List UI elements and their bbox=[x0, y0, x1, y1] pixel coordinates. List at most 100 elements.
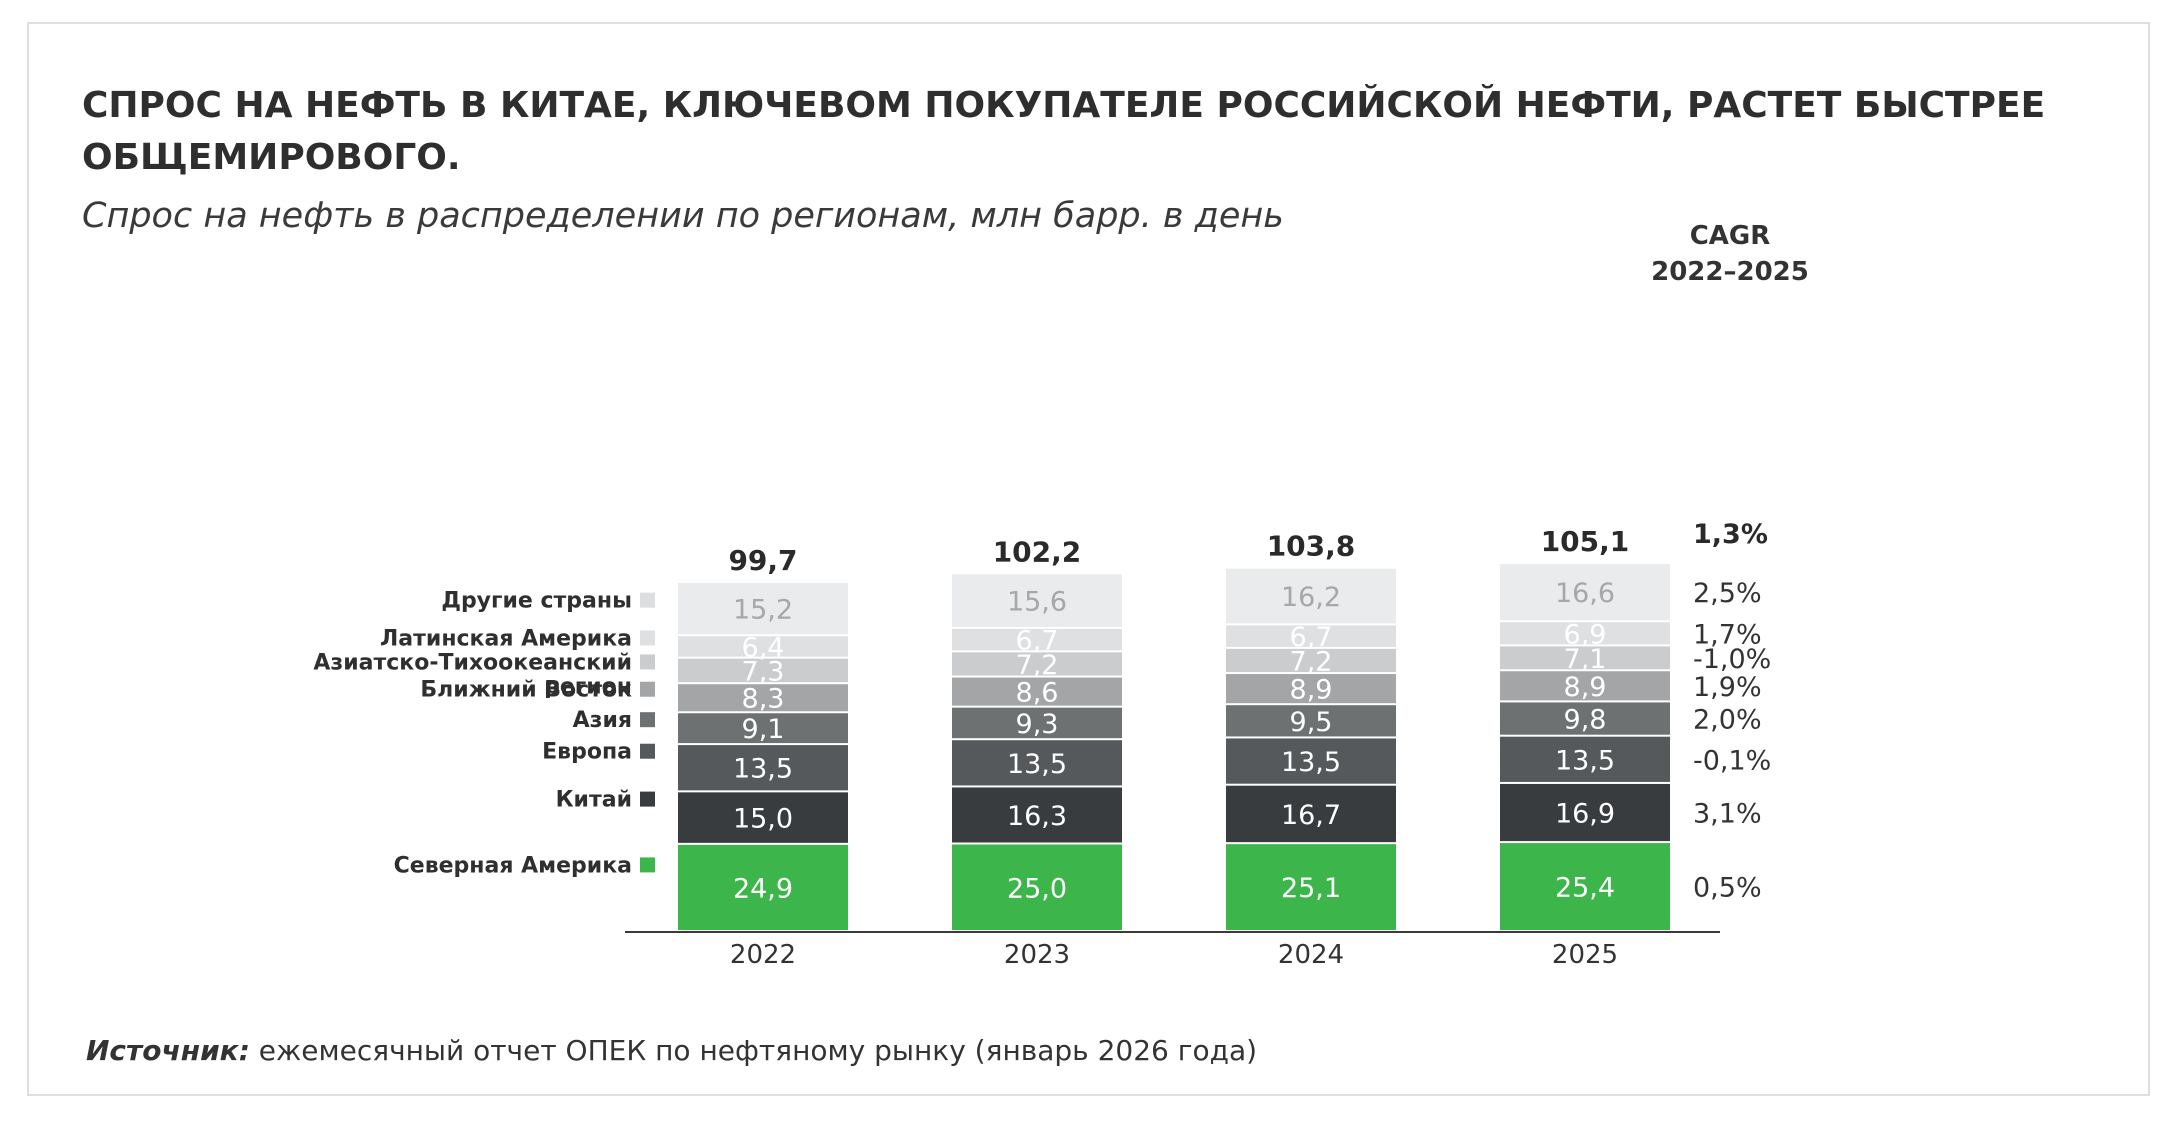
category-marker bbox=[640, 791, 655, 807]
cagr-value: 3,1% bbox=[1693, 799, 1762, 830]
data-label: 15,0 bbox=[733, 804, 793, 835]
category-label: Азия bbox=[573, 708, 632, 733]
category-label: регион bbox=[544, 674, 632, 699]
category-label: Другие страны bbox=[441, 589, 632, 614]
category-marker bbox=[640, 681, 655, 697]
category-marker bbox=[640, 743, 655, 759]
data-label: 16,3 bbox=[1007, 801, 1067, 832]
x-tick-label: 2022 bbox=[730, 940, 796, 970]
category-label: Азиатско-Тихоокеанский bbox=[313, 650, 632, 675]
data-label: 8,9 bbox=[1290, 675, 1333, 706]
data-label: 9,5 bbox=[1290, 707, 1333, 738]
cagr-value: 1,7% bbox=[1693, 619, 1762, 650]
category-marker bbox=[640, 630, 655, 646]
bar-segment-2024-4 bbox=[1226, 705, 1396, 737]
category-label: Ближний Восток bbox=[420, 678, 632, 703]
bar-segment-2025-2 bbox=[1500, 783, 1670, 842]
bar-segment-2023-4 bbox=[952, 707, 1122, 739]
source-text: ежемесячный отчет ОПЕК по нефтяному рынк… bbox=[258, 1034, 1258, 1067]
bar-segment-2022-2 bbox=[678, 792, 848, 843]
data-label: 13,5 bbox=[733, 754, 793, 785]
bar-segment-2024-1 bbox=[1226, 844, 1396, 930]
bar-segment-2025-6 bbox=[1500, 646, 1670, 670]
data-label: 8,3 bbox=[742, 684, 785, 715]
data-label: 6,7 bbox=[1016, 626, 1059, 657]
data-label: 8,6 bbox=[1016, 678, 1059, 709]
bar-segment-2022-6 bbox=[678, 658, 848, 683]
data-label: 6,9 bbox=[1564, 619, 1607, 650]
bar-segment-2022-3 bbox=[678, 745, 848, 791]
bar-segment-2023-8 bbox=[952, 574, 1122, 627]
data-label: 9,3 bbox=[1016, 709, 1059, 740]
cagr-value: 1,9% bbox=[1693, 672, 1762, 703]
source-note: Источник: ежемесячный отчет ОПЕК по нефт… bbox=[86, 1034, 1257, 1067]
bar-segment-2025-5 bbox=[1500, 671, 1670, 701]
bar-segment-2024-5 bbox=[1226, 674, 1396, 704]
category-marker bbox=[640, 712, 655, 728]
cagr-value: 0,5% bbox=[1693, 873, 1762, 904]
category-marker bbox=[640, 654, 655, 670]
bar-total-label: 103,8 bbox=[1267, 530, 1356, 563]
bar-total-label: 99,7 bbox=[728, 544, 797, 577]
cagr-value: 2,0% bbox=[1693, 705, 1762, 736]
bar-segment-2023-3 bbox=[952, 740, 1122, 786]
category-marker bbox=[640, 592, 655, 608]
bar-segment-2024-3 bbox=[1226, 738, 1396, 784]
bar-segment-2025-1 bbox=[1500, 843, 1670, 930]
data-label: 25,1 bbox=[1281, 873, 1341, 904]
data-label: 16,7 bbox=[1281, 800, 1341, 831]
cagr-header-label: CAGR bbox=[1689, 221, 1771, 251]
data-label: 25,0 bbox=[1007, 873, 1067, 904]
chart-subtitle: Спрос на нефть в распределении по регион… bbox=[82, 196, 1284, 236]
data-label: 6,4 bbox=[742, 632, 785, 663]
data-label: 15,6 bbox=[1007, 587, 1067, 618]
data-label: 13,5 bbox=[1555, 745, 1615, 776]
category-label: Северная Америка bbox=[394, 853, 632, 878]
category-label: Европа bbox=[542, 740, 632, 765]
category-label: Китай bbox=[556, 788, 632, 813]
data-label: 8,9 bbox=[1564, 672, 1607, 703]
bar-segment-2022-8 bbox=[678, 583, 848, 635]
cagr-header-period: 2022–2025 bbox=[1651, 257, 1809, 287]
data-label: 16,9 bbox=[1555, 799, 1615, 830]
data-label: 25,4 bbox=[1555, 873, 1615, 904]
data-label: 9,8 bbox=[1564, 705, 1607, 736]
data-label: 16,6 bbox=[1555, 578, 1615, 609]
data-label: 6,7 bbox=[1290, 622, 1333, 653]
bar-segment-2024-8 bbox=[1226, 568, 1396, 624]
bar-segment-2025-4 bbox=[1500, 702, 1670, 735]
data-label: 13,5 bbox=[1281, 747, 1341, 778]
data-label: 7,2 bbox=[1016, 650, 1059, 681]
data-label: 13,5 bbox=[1007, 749, 1067, 780]
bar-segment-2024-2 bbox=[1226, 785, 1396, 843]
bar-segment-2023-7 bbox=[952, 628, 1122, 651]
data-label: 15,2 bbox=[733, 595, 793, 626]
bar-segment-2024-7 bbox=[1226, 625, 1396, 647]
bar-total-label: 105,1 bbox=[1541, 525, 1630, 558]
cagr-total-value: 1,3% bbox=[1693, 519, 1768, 550]
data-label: 9,1 bbox=[742, 714, 785, 745]
data-label: 7,2 bbox=[1290, 646, 1333, 677]
page-title: СПРОС НА НЕФТЬ В КИТАЕ, КЛЮЧЕВОМ ПОКУПАТ… bbox=[82, 85, 2046, 178]
category-marker bbox=[640, 857, 655, 873]
bar-segment-2022-7 bbox=[678, 636, 848, 657]
category-label: Латинская Америка bbox=[380, 626, 632, 651]
bar-segment-2025-3 bbox=[1500, 736, 1670, 782]
bar-segment-2023-5 bbox=[952, 677, 1122, 706]
bar-segment-2022-5 bbox=[678, 684, 848, 712]
bar-segment-2023-1 bbox=[952, 844, 1122, 930]
x-tick-label: 2024 bbox=[1278, 940, 1344, 970]
source-label: Источник: bbox=[86, 1034, 250, 1067]
cagr-value: -1,0% bbox=[1693, 644, 1771, 675]
x-tick-label: 2025 bbox=[1552, 940, 1618, 970]
bar-segment-2022-1 bbox=[678, 844, 848, 930]
bar-segment-2023-6 bbox=[952, 652, 1122, 676]
bar-segment-2025-7 bbox=[1500, 622, 1670, 645]
bar-total-label: 102,2 bbox=[993, 535, 1082, 568]
bar-segment-2025-8 bbox=[1500, 564, 1670, 621]
cagr-value: -0,1% bbox=[1693, 745, 1771, 776]
bar-segment-2022-4 bbox=[678, 713, 848, 744]
data-label: 16,2 bbox=[1281, 582, 1341, 613]
data-label: 7,1 bbox=[1564, 644, 1607, 675]
